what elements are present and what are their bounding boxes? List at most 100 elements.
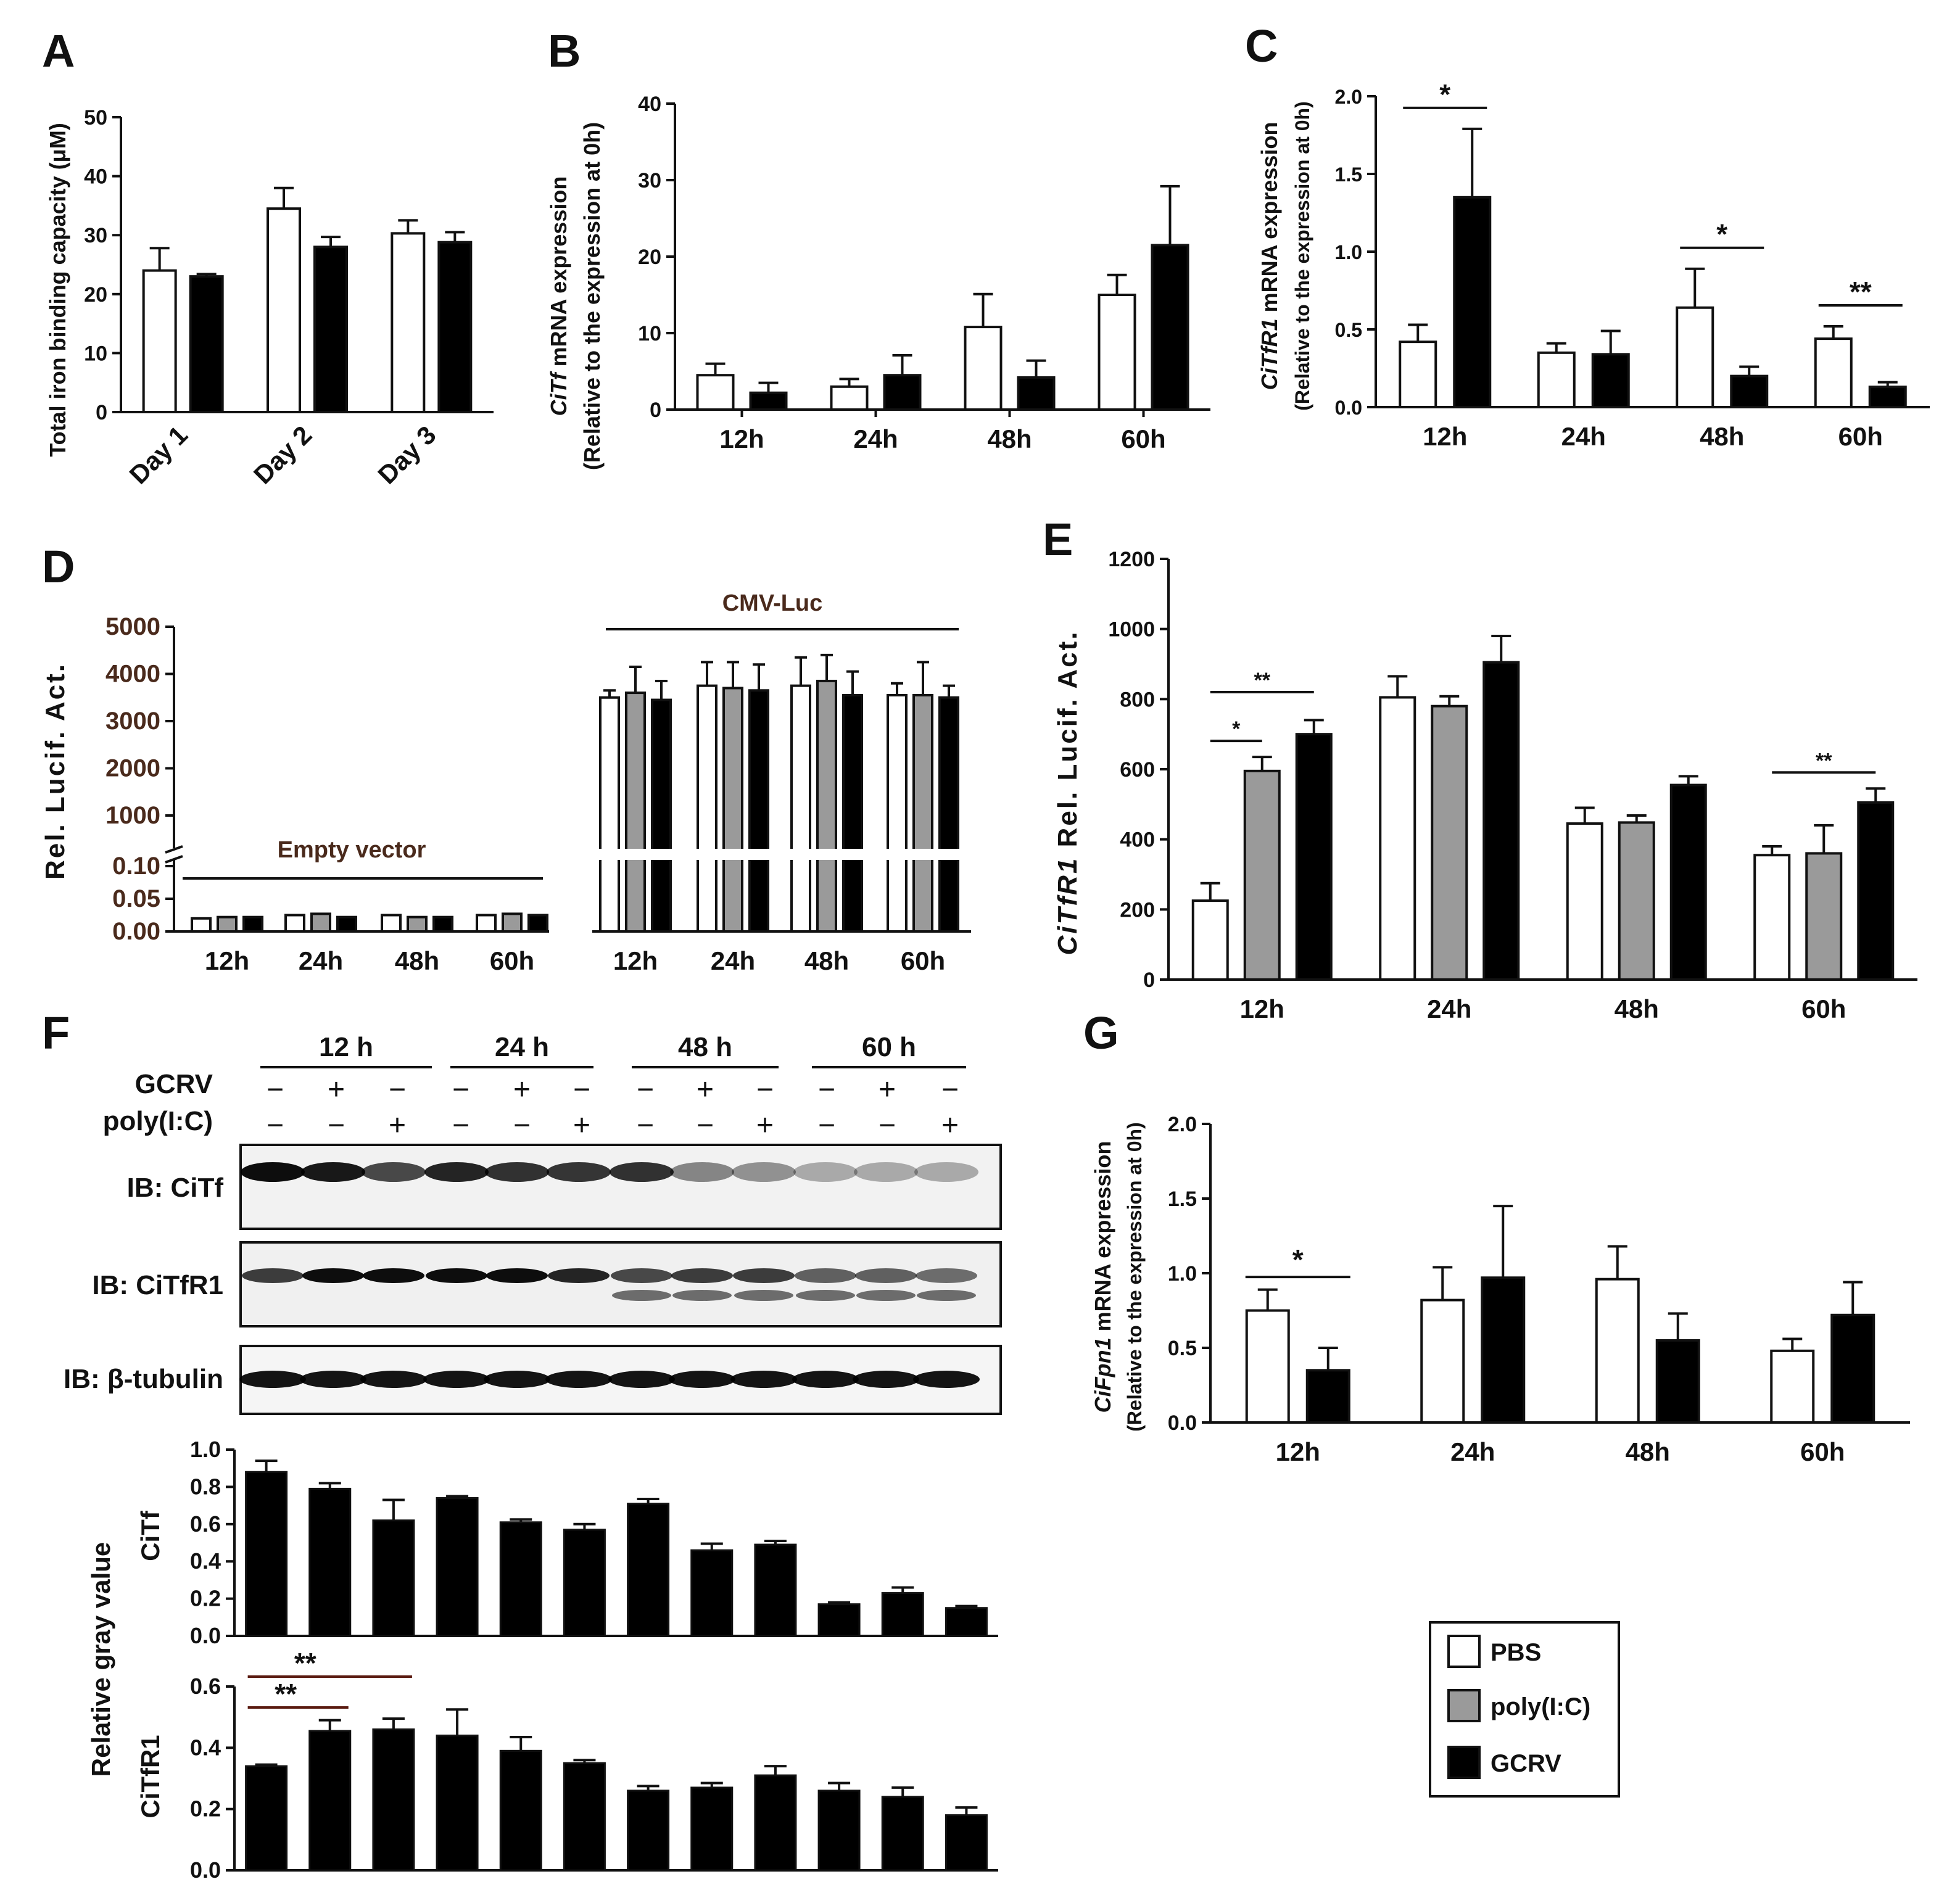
panel-d-y-tick-label: 1000	[105, 802, 160, 829]
panel-c-y-axis-label-2: (Relative to the expression at 0h)	[1291, 101, 1313, 410]
blot-citfr1-band	[611, 1268, 672, 1283]
panel-b-bar-gcrv	[1017, 376, 1056, 411]
panel-a-bar-gcrv	[437, 241, 473, 413]
blot-citf-band	[610, 1162, 674, 1182]
panel-d-bar-polyic	[912, 693, 933, 933]
western-blots	[239, 1144, 1002, 1415]
panel-e-x-tick-label: 48h	[1615, 994, 1659, 1023]
blot-tubulin-band	[360, 1371, 427, 1388]
panel-b-y-axis-label-2: (Relative to the expression at 0h)	[579, 122, 605, 470]
panel-d-bar-pbs	[284, 914, 305, 933]
panel-f-citf-y-tick-label: 0.4	[190, 1548, 221, 1574]
blot-citfr1-band	[916, 1268, 977, 1283]
panel-e-x-tick-label: 24h	[1427, 994, 1471, 1023]
legend-swatch-poly	[1447, 1689, 1481, 1722]
wb-poly-sign: −	[637, 1109, 654, 1142]
wb-poly-sign: −	[697, 1109, 714, 1142]
panel-e-bar-gcrv	[1669, 783, 1707, 981]
panel-e-y-tick-label: 600	[1120, 758, 1155, 782]
blot-tubulin-band	[423, 1371, 490, 1388]
panel-d-x-tick-label: 12h	[613, 946, 658, 975]
panel-b-y-axis-label: CiTf mRNA expression	[546, 176, 571, 416]
blot-citfr1-band	[795, 1268, 856, 1283]
blot-tubulin-band	[730, 1371, 797, 1388]
blot-tubulin-band	[239, 1371, 306, 1388]
panel-d-bar-pbs	[790, 684, 811, 933]
panel-d-axis-break-mark	[165, 845, 183, 854]
panel-d-y-tick-label: 0.00	[112, 918, 160, 945]
panel-label-c: C	[1245, 20, 1278, 72]
panel-f-citf-y-tick-label: 0.0	[190, 1623, 221, 1648]
wb-poly-sign: +	[573, 1109, 590, 1142]
panel-d-x-tick-label: 24h	[711, 946, 755, 975]
panel-e-y-tick-label: 800	[1120, 688, 1155, 711]
panel-e-x-tick-label: 60h	[1801, 994, 1846, 1023]
blot-citfr1-lower-band	[796, 1290, 855, 1301]
panel-g-y-axis-label-2: (Relative to the expression at 0h)	[1123, 1122, 1146, 1431]
panel-f-citfr1-bar	[754, 1774, 797, 1872]
panel-a-y-tick-label: 0	[96, 401, 107, 424]
panel-g-y-tick-label: 2.0	[1168, 1113, 1197, 1136]
legend-label-gcrv: GCRV	[1491, 1750, 1561, 1777]
panel-b-bar-gcrv	[749, 391, 788, 411]
panel-c-y-axis-label: CiTfR1 mRNA expression	[1257, 122, 1282, 390]
panel-e-bar-polyic	[1618, 821, 1655, 981]
blot-citfr1-lower-band	[612, 1290, 671, 1301]
panel-label-a: A	[42, 25, 75, 76]
panel-d-bar-pbs	[599, 696, 620, 933]
panel-f-citfr1-significance-mark: **	[294, 1647, 316, 1679]
panel-e-significance-mark: **	[1816, 749, 1832, 772]
blot-citf-band	[241, 1162, 305, 1182]
panel-g-y-tick-label: 0.5	[1168, 1337, 1197, 1360]
panel-d-bar-polyic	[816, 679, 837, 933]
panel-b-bar-pbs	[830, 385, 869, 411]
blot-citfr1-lower-band	[917, 1290, 976, 1301]
blot-tubulin-band	[853, 1371, 919, 1388]
panel-d-chart: 0.00 0.05 0.10 1000 2000 3000 4000 5000 12h 24h 48…	[105, 590, 975, 975]
panel-label-d: D	[42, 541, 75, 592]
panel-d-bar-polyic	[502, 912, 523, 933]
legend-swatch-gcrv	[1447, 1746, 1481, 1779]
panel-g-y-axis-label: CiFpn1 mRNA expression	[1090, 1141, 1115, 1413]
panel-e-bar-polyic	[1243, 769, 1281, 981]
panel-a-y-tick-label: 30	[84, 224, 107, 247]
panel-d-bar-gcrv	[842, 693, 863, 933]
wb-timepoint-label: 60 h	[862, 1032, 916, 1062]
panel-f-citf-y-tick-label: 0.2	[190, 1586, 221, 1611]
panel-b-bar-gcrv	[883, 374, 922, 411]
panel-d-x-tick-label: 60h	[490, 946, 534, 975]
panel-b-bar-pbs	[696, 374, 735, 411]
panel-d-y-tick-label: 0.10	[112, 853, 160, 880]
wb-poly-sign: −	[818, 1109, 835, 1142]
panel-d-bar-gcrv	[242, 915, 263, 933]
panel-e-significance-mark: **	[1254, 669, 1271, 692]
panel-f-citfr1-bar	[563, 1762, 606, 1872]
panel-g-bar-gcrv	[1481, 1276, 1526, 1424]
wb-gcrv-sign: +	[513, 1073, 531, 1106]
panel-b-y-axis-rest: mRNA expression	[546, 176, 571, 373]
panel-f-citf-bar	[690, 1549, 734, 1637]
panel-e-y-axis-label: CiTfR1 Rel. Lucif. Act.	[1052, 630, 1083, 956]
panel-d-bar-polyic	[722, 687, 743, 933]
blot-citfr1-band	[548, 1268, 610, 1283]
panel-a-bar-gcrv	[189, 275, 224, 413]
panel-f-citfr1-bar	[499, 1749, 542, 1872]
gcrv-row-label: GCRV	[135, 1069, 213, 1099]
panel-b-y-tick-label: 20	[638, 246, 661, 269]
blot-citf-frame	[239, 1144, 1002, 1230]
panel-g-bar-pbs	[1420, 1298, 1465, 1424]
panel-f-citfr1-significance-mark: **	[275, 1678, 297, 1710]
panel-d-axis-break-mark	[165, 855, 183, 864]
panel-d-y-tick-label: 0.05	[112, 885, 160, 912]
blot-tubulin-band	[669, 1371, 735, 1388]
panel-a-y-tick-label: 10	[84, 342, 107, 365]
panel-f-citfr1-y-label: CiTfR1	[136, 1735, 165, 1818]
panel-d-y-tick-label: 3000	[105, 708, 160, 735]
blot-citfr1-band	[302, 1268, 364, 1283]
panel-c-x-tick-label: 60h	[1838, 422, 1883, 451]
blot-tubulin-band	[913, 1371, 980, 1388]
panel-f-citf-y-tick-label: 0.6	[190, 1511, 221, 1537]
western-blot-header: 12 h 24 h 48 h 60 h−−+−−+−−+−−+−−+−−+−−+−−+	[260, 1032, 966, 1142]
panel-f-citf-bar	[754, 1543, 797, 1637]
panel-f-citfr1-y-tick-label: 0.2	[190, 1796, 221, 1822]
